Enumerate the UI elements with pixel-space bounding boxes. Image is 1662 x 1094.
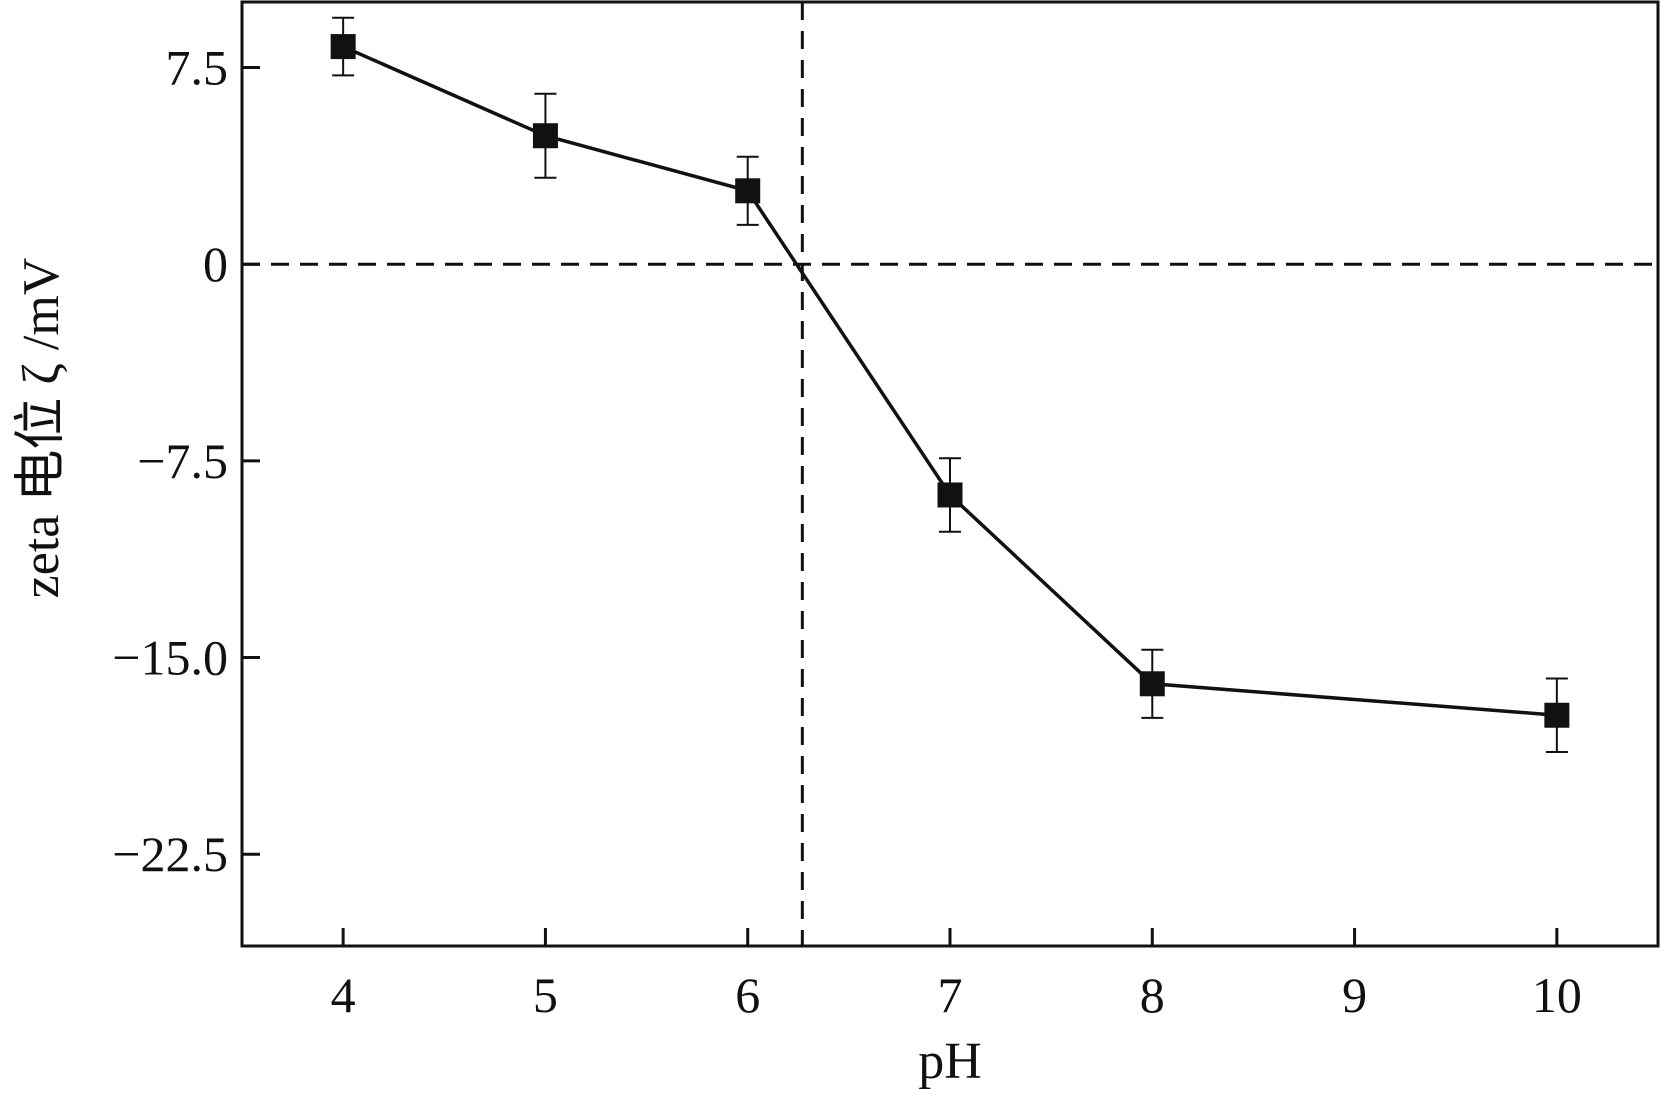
data-point [532, 123, 558, 149]
data-point [330, 34, 356, 60]
x-tick-label: 4 [331, 967, 356, 1023]
y-axis-title: zeta 电位 ζ /mV [13, 258, 70, 599]
data-point [1544, 702, 1570, 728]
series-line [342, 44, 1558, 717]
x-tick-label: 6 [735, 967, 760, 1023]
reference-lines [242, 2, 1658, 946]
x-tick-label: 5 [533, 967, 558, 1023]
axis-ticks [242, 66, 1559, 946]
x-tick-label: 10 [1532, 967, 1582, 1023]
x-tick-label: 7 [938, 967, 963, 1023]
y-tick-label: −15.0 [112, 630, 228, 686]
data-point [735, 178, 761, 204]
data-point [937, 482, 963, 508]
tick-labels: 4 5 6 7 8 9 10 7.5 0 −7.5 −15.0 −22.5 [112, 40, 1582, 1023]
data-series [330, 16, 1570, 753]
y-tick-label: 0 [203, 236, 228, 292]
x-tick-label: 8 [1140, 967, 1165, 1023]
y-tick-label: −7.5 [137, 433, 228, 489]
y-tick-label: −22.5 [112, 826, 228, 882]
x-axis-title: pH [918, 1033, 982, 1090]
data-point [1139, 671, 1165, 697]
y-tick-label: 7.5 [166, 40, 229, 96]
x-tick-label: 9 [1342, 967, 1367, 1023]
